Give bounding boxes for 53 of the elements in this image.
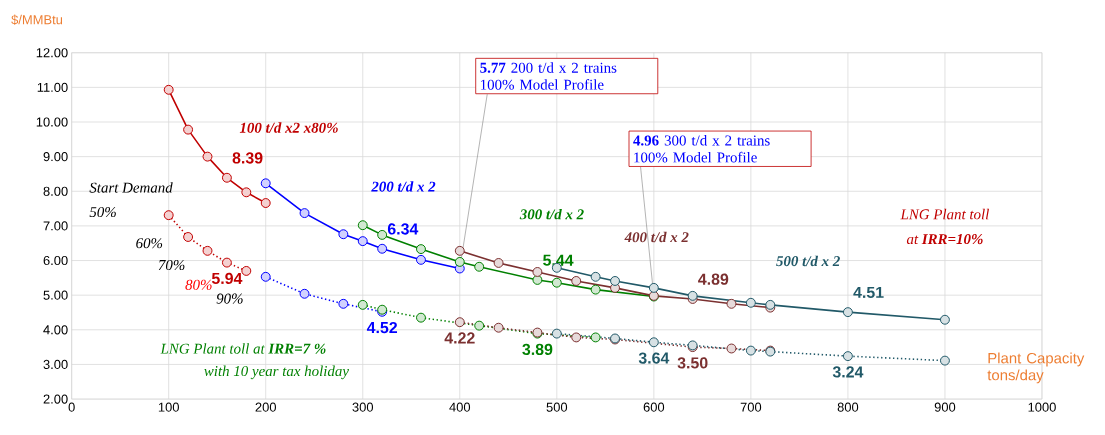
text: 200 t/d x 2	[371, 181, 436, 192]
x-tick-label: 600	[643, 402, 665, 412]
text: 300 t/d x 2	[519, 208, 584, 220]
x-axis-title: Plant Capacity tons/day	[987, 352, 1085, 384]
data-label: 4.89	[698, 273, 729, 285]
annotation: 4.96 300 t/d x 2 trains 100% Model Profile	[633, 135, 770, 163]
y-tick-label: 7.00	[43, 221, 68, 231]
text: 500 t/d x 2	[776, 255, 840, 267]
data-label: 3.24	[832, 366, 864, 378]
y-tick-label: 10.00	[36, 117, 68, 127]
data-label: 4.51	[853, 286, 884, 299]
y-tick-label: 11.00	[37, 82, 68, 92]
annotation: 80%	[185, 279, 212, 290]
data-label: 3.89	[522, 343, 553, 356]
data-label: 8.39	[232, 152, 263, 164]
data-label: 6.34	[387, 223, 419, 235]
data-label: 5.94	[211, 272, 243, 285]
annotation: 60%	[136, 238, 163, 249]
y-axis-title: $/MMBtu	[11, 14, 63, 26]
x-tick-label: 900	[934, 402, 956, 412]
x-tick-label: 500	[546, 402, 568, 412]
y-tick-label: 5.00	[43, 290, 68, 300]
x-tick-label: 100	[158, 402, 179, 412]
annotation: with 10 year tax holiday	[204, 365, 349, 380]
y-tick-label: 4.00	[43, 325, 68, 335]
x-tick-label: 1000	[1028, 402, 1056, 412]
data-label: 3.64	[638, 352, 670, 364]
data-label: 3.50	[677, 357, 708, 369]
text: 100 t/d x2 x80%	[239, 122, 338, 133]
x-tick-label: 800	[837, 402, 859, 412]
data-label: 4.52	[366, 321, 398, 334]
y-tick-label: 12.00	[36, 48, 68, 58]
y-tick-label: 3.00	[43, 359, 68, 370]
x-tick-label: 300	[352, 402, 374, 412]
y-tick-label: 2.00	[43, 394, 68, 404]
x-tick-label: 200	[255, 402, 276, 412]
y-tick-label: 8.00	[43, 186, 68, 196]
data-label: 4.22	[444, 332, 475, 344]
annotation: at IRR=10%	[906, 234, 983, 245]
annotation: 70%	[158, 260, 185, 271]
annotation: LNG Plant toll	[900, 208, 989, 220]
annotation: 50%	[89, 207, 116, 218]
x-tick-label: 700	[740, 402, 762, 412]
x-tick-label: 0	[68, 402, 75, 412]
annotation: Start Demand	[89, 182, 173, 193]
x-tick-label: 400	[449, 402, 471, 412]
annotation: 90%	[216, 293, 243, 304]
text: 400 t/d x 2	[624, 231, 689, 243]
y-tick-label: 6.00	[43, 256, 68, 266]
y-tick-label: 9.00	[43, 152, 68, 162]
data-label: 5.44	[543, 254, 574, 266]
annotation: LNG Plant toll at IRR=7 %	[160, 343, 326, 354]
annotation: 5.77 200 t/d x 2 trains 100% Model Profile	[480, 62, 617, 90]
